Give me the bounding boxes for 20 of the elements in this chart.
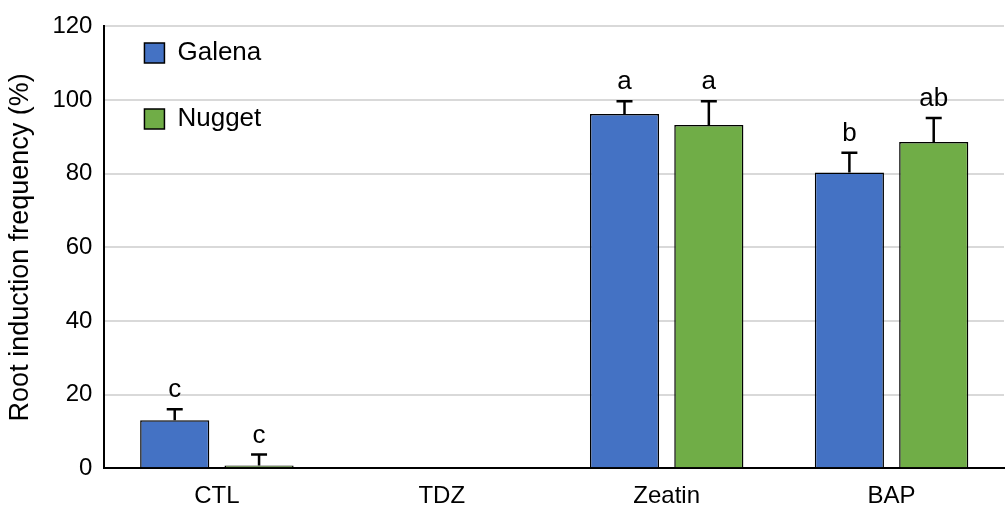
annotation: a — [617, 65, 633, 96]
annotation: ab — [919, 82, 949, 113]
legend-label: Nugget — [177, 102, 263, 133]
y-tick-label: 120 — [52, 11, 93, 39]
y-tick-label: 0 — [79, 452, 93, 480]
x-tick-label: TDZ — [418, 481, 466, 509]
annotation: c — [168, 373, 182, 404]
x-tick-label: Zeatin — [633, 481, 701, 509]
y-tick-label: 100 — [52, 84, 93, 112]
annotation: c — [252, 418, 266, 449]
annotation: b — [842, 116, 857, 147]
annotation: a — [701, 65, 717, 96]
x-tick-label: CTL — [194, 481, 240, 509]
legend-label: Galena — [177, 36, 262, 67]
y-tick-label: 80 — [65, 158, 93, 186]
y-tick-label: 60 — [65, 231, 93, 259]
y-tick-label: 20 — [65, 379, 93, 407]
y-axis-title: Root induction frequency (%) — [3, 73, 34, 422]
x-tick-label: BAP — [867, 481, 916, 509]
y-tick-label: 40 — [65, 305, 93, 333]
